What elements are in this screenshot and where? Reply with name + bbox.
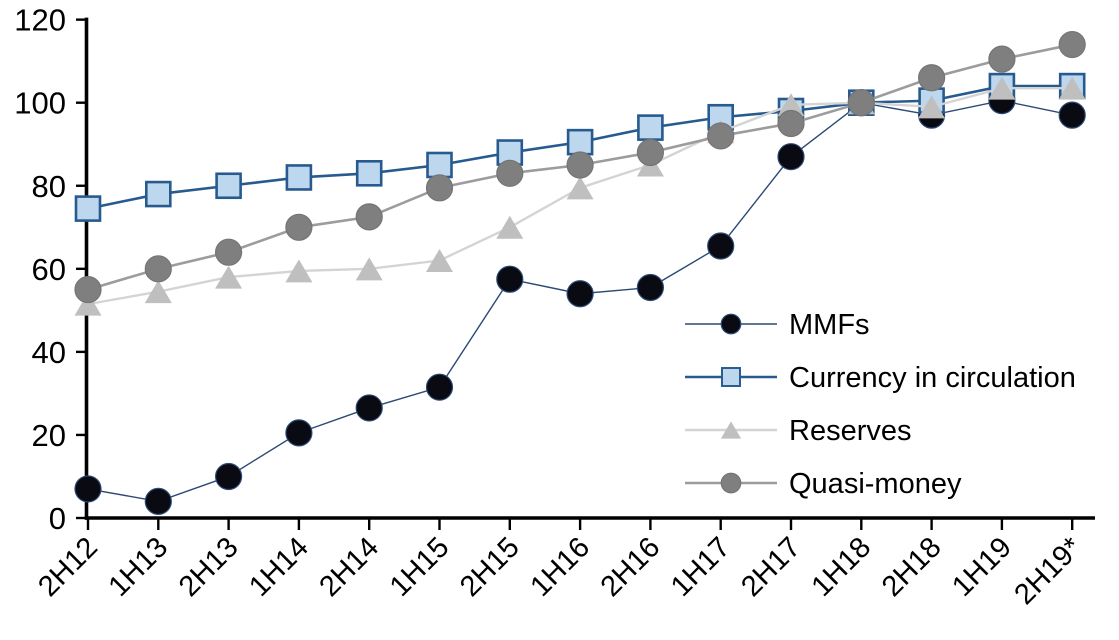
marker-triangle (918, 95, 946, 119)
marker-circle (355, 394, 383, 422)
marker-circle (144, 255, 172, 283)
marker-circle (720, 472, 742, 494)
legend-label: Reserves (789, 415, 912, 447)
marker-triangle (566, 176, 594, 200)
y-tick-label: 60 (32, 252, 66, 287)
x-tick-label: 2H18 (876, 531, 948, 603)
x-tick-label: 1H16 (524, 531, 596, 603)
legend-label: Quasi-money (789, 468, 962, 500)
marker-circle (74, 475, 102, 503)
x-tick-label: 2H17 (735, 531, 807, 603)
marker-triangle (988, 76, 1016, 100)
x-tick-label: 2H13 (173, 531, 245, 603)
marker-square (566, 128, 594, 156)
marker-square (74, 195, 102, 222)
x-tick-label: 1H19 (946, 531, 1018, 603)
legend-label: MMFs (789, 309, 870, 341)
legend-label: Currency in circulation (789, 362, 1076, 394)
x-tick-label: 2H12 (32, 531, 104, 603)
marker-triangle (720, 421, 742, 439)
legend-item: Quasi-money (685, 468, 962, 500)
marker-circle (215, 238, 243, 266)
marker-triangle (496, 215, 524, 239)
y-tick-label: 80 (32, 169, 66, 204)
y-tick-label: 0 (49, 501, 66, 536)
marker-triangle (777, 93, 805, 117)
marker-circle (720, 313, 742, 335)
marker-triangle (144, 280, 172, 304)
y-tick-label: 100 (14, 86, 66, 121)
marker-circle (988, 45, 1016, 73)
marker-circle (496, 265, 524, 293)
marker-triangle (74, 292, 102, 316)
marker-circle (355, 203, 383, 231)
x-tick-label: 2H19* (1009, 531, 1089, 611)
marker-circle (425, 373, 454, 401)
marker-circle (144, 487, 172, 515)
legend: MMFs Currency in circulation Reserves Quasi… (685, 309, 1076, 500)
marker-circle (777, 143, 805, 171)
series-mmfs (74, 87, 1086, 515)
marker-circle (847, 89, 875, 117)
marker-circle (917, 64, 946, 92)
marker-triangle (1058, 76, 1086, 100)
marker-circle (285, 213, 313, 241)
y-tick-label: 120 (14, 3, 66, 38)
marker-circle (707, 232, 735, 260)
marker-square (285, 164, 313, 191)
marker-triangle (285, 259, 313, 283)
marker-square (426, 151, 453, 179)
x-tick-label: 1H14 (243, 531, 315, 603)
marker-circle (425, 174, 454, 202)
legend-item: MMFs (685, 309, 870, 341)
y-tick-label: 20 (32, 418, 66, 453)
marker-circle (1058, 30, 1086, 59)
marker-triangle (355, 257, 383, 281)
marker-circle (707, 122, 735, 150)
marker-triangle (426, 249, 453, 273)
marker-circle (74, 275, 102, 304)
legend-item: Reserves (685, 415, 912, 447)
marker-circle (566, 280, 594, 308)
marker-square (637, 114, 664, 141)
marker-square (721, 367, 741, 387)
x-tick-label: 2H14 (313, 531, 385, 603)
marker-circle (1058, 101, 1086, 129)
x-tick-label: 2H16 (595, 531, 667, 603)
marker-triangle (215, 265, 243, 289)
x-tick-label: 1H17 (665, 531, 737, 603)
legend-item: Currency in circulation (685, 362, 1076, 394)
marker-circle (566, 151, 594, 179)
x-tick-label: 1H15 (384, 531, 456, 603)
marker-circle (777, 109, 805, 138)
marker-circle (636, 138, 665, 167)
marker-circle (215, 462, 243, 491)
series-quasi-money (74, 30, 1086, 304)
marker-square (145, 180, 172, 208)
x-tick-label: 1H13 (103, 531, 175, 603)
marker-square (355, 160, 383, 187)
marker-circle (285, 419, 313, 447)
x-tick-label: 1H18 (806, 531, 878, 603)
marker-circle (636, 273, 665, 302)
marker-circle (496, 159, 524, 187)
x-tick-label: 2H15 (454, 531, 526, 603)
marker-square (215, 172, 242, 200)
y-tick-label: 40 (32, 335, 66, 370)
